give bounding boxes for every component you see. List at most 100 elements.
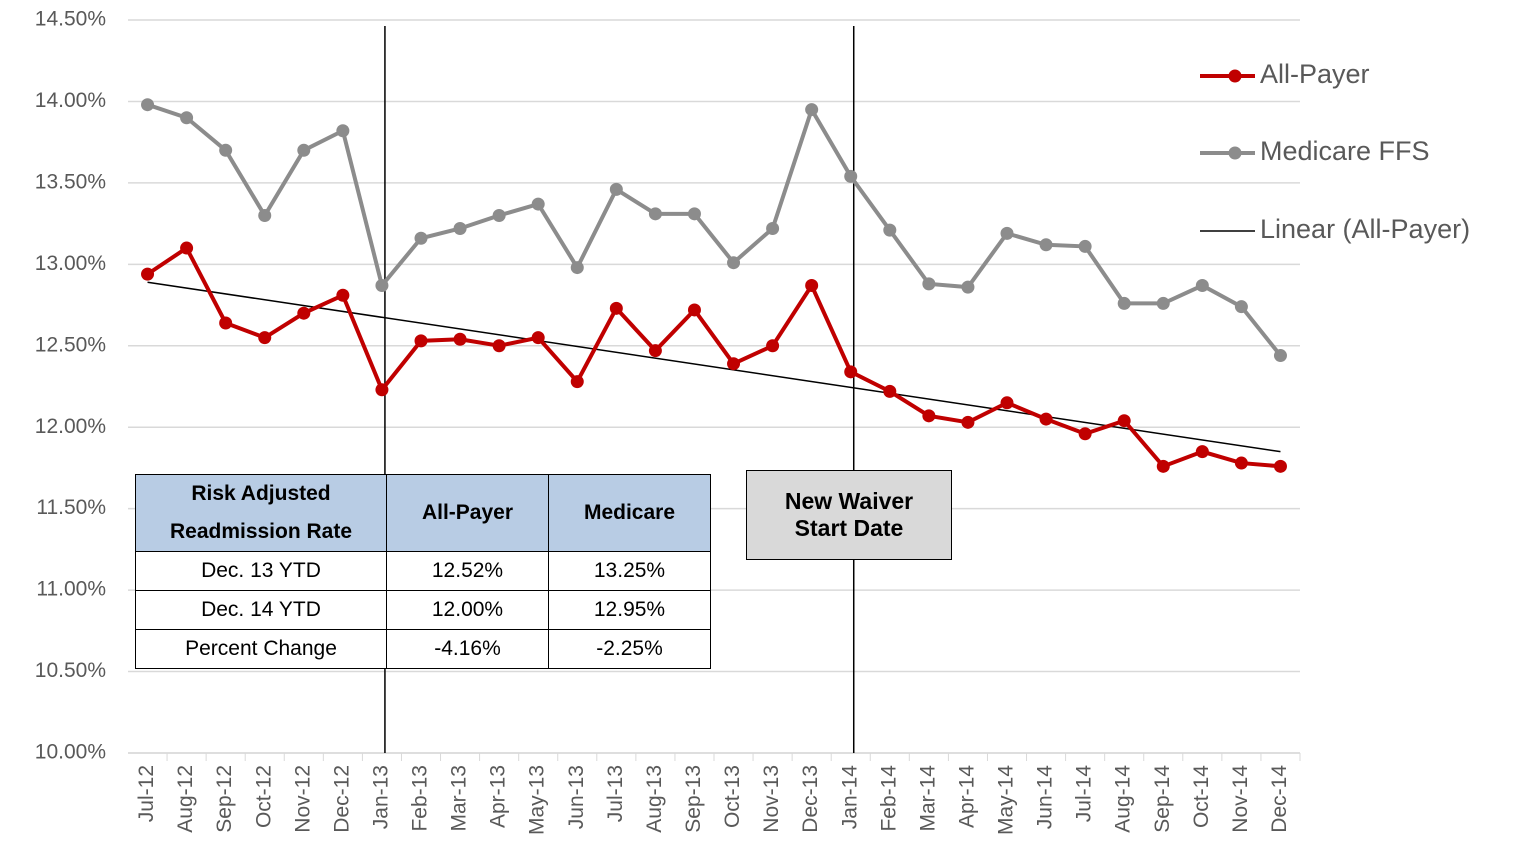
point <box>648 344 662 358</box>
table-cell: 13.25% <box>548 551 711 591</box>
point <box>414 334 428 348</box>
series-line <box>146 245 1281 469</box>
y-tick-label: 13.50% <box>35 170 106 193</box>
point <box>1273 459 1287 473</box>
point <box>336 288 350 302</box>
table-cell: -2.25% <box>548 629 711 669</box>
point <box>1039 412 1053 426</box>
point <box>1195 445 1209 459</box>
table-row: Dec. 13 YTD 12.52% 13.25% <box>135 551 711 591</box>
x-tick-label: Nov-14 <box>1229 765 1252 833</box>
x-tick-label: Jul-12 <box>135 765 158 822</box>
x-tick-label: Sep-14 <box>1151 765 1174 833</box>
point <box>805 103 819 117</box>
point <box>531 197 545 211</box>
point <box>492 339 506 353</box>
point <box>922 277 936 291</box>
point <box>453 221 467 235</box>
point <box>1078 427 1092 441</box>
legend-marker <box>1228 69 1242 83</box>
y-tick-label: 11.00% <box>36 578 106 601</box>
x-tick-label: Aug-12 <box>174 765 197 833</box>
point <box>648 207 662 221</box>
table-row: Dec. 14 YTD 12.00% 12.95% <box>135 590 711 630</box>
table-cell: Percent Change <box>135 629 387 669</box>
point <box>492 208 506 222</box>
point <box>180 111 194 125</box>
x-tick-label: Mar-14 <box>916 765 939 832</box>
x-tick-label: Nov-13 <box>760 765 783 833</box>
point <box>609 301 623 315</box>
x-tick-label: Feb-13 <box>409 765 432 832</box>
point <box>1156 296 1170 310</box>
x-tick-label: May-14 <box>995 765 1018 835</box>
table-cell: -4.16% <box>386 629 549 669</box>
point <box>453 332 467 346</box>
point <box>531 331 545 345</box>
x-tick-label: Jan-14 <box>838 765 861 830</box>
series-line <box>146 102 1283 357</box>
point <box>883 384 897 398</box>
point <box>336 124 350 138</box>
point <box>727 256 741 270</box>
point <box>180 241 194 255</box>
point <box>297 143 311 157</box>
y-tick-label: 12.00% <box>35 415 106 438</box>
point <box>1156 459 1170 473</box>
x-tick-label: Apr-14 <box>955 765 978 828</box>
point <box>258 208 272 222</box>
point <box>766 339 780 353</box>
x-tick-label: Oct-14 <box>1190 765 1213 828</box>
x-tick-label: Mar-13 <box>448 765 471 832</box>
point <box>687 303 701 317</box>
x-tick-label: Dec-12 <box>330 765 353 833</box>
table-cell: 12.00% <box>386 590 549 630</box>
table-row: Percent Change -4.16% -2.25% <box>135 629 711 669</box>
table-cell: 12.95% <box>548 590 711 630</box>
point <box>1234 300 1248 314</box>
point <box>844 169 858 183</box>
point <box>922 409 936 423</box>
point <box>1000 226 1014 240</box>
point <box>805 279 819 293</box>
y-tick-label: 14.50% <box>35 8 106 31</box>
x-tick-label: Jul-13 <box>604 765 627 822</box>
y-tick-label: 12.50% <box>35 333 106 356</box>
point <box>375 279 389 293</box>
x-tick-label: Jun-13 <box>565 765 588 829</box>
point <box>1273 349 1287 363</box>
x-tick-label: May-13 <box>526 765 549 835</box>
annotation: New Waiver Start Date <box>746 470 952 560</box>
point <box>414 231 428 245</box>
x-tick-label: Apr-13 <box>487 765 510 828</box>
y-tick-label: 13.00% <box>35 252 106 275</box>
y-tick-label: 14.00% <box>35 89 106 112</box>
trendline <box>147 281 1281 453</box>
table-cell: All-Payer <box>386 474 549 552</box>
point <box>1000 396 1014 410</box>
x-tick-label: Dec-13 <box>799 765 822 833</box>
point <box>1078 239 1092 253</box>
point <box>258 331 272 345</box>
table-cell: Risk Adjusted Readmission Rate <box>135 474 387 552</box>
point <box>297 306 311 320</box>
x-tick-label: Sep-13 <box>682 765 705 833</box>
x-tick-label: Aug-14 <box>1112 765 1135 833</box>
point <box>844 365 858 379</box>
legend-marker <box>1228 146 1242 160</box>
point <box>141 98 155 112</box>
x-tick-label: Nov-12 <box>291 765 314 833</box>
point <box>609 182 623 196</box>
x-tick-label: Oct-12 <box>252 765 275 828</box>
x-tick-label: Dec-14 <box>1268 765 1291 833</box>
point <box>1195 279 1209 293</box>
legend-label: Linear (All-Payer) <box>1260 214 1470 244</box>
x-tick-label: Jun-14 <box>1034 765 1057 830</box>
point <box>883 223 897 237</box>
point <box>687 207 701 221</box>
y-tick-label: 10.50% <box>35 659 106 682</box>
point <box>570 375 584 389</box>
point <box>1039 238 1053 252</box>
